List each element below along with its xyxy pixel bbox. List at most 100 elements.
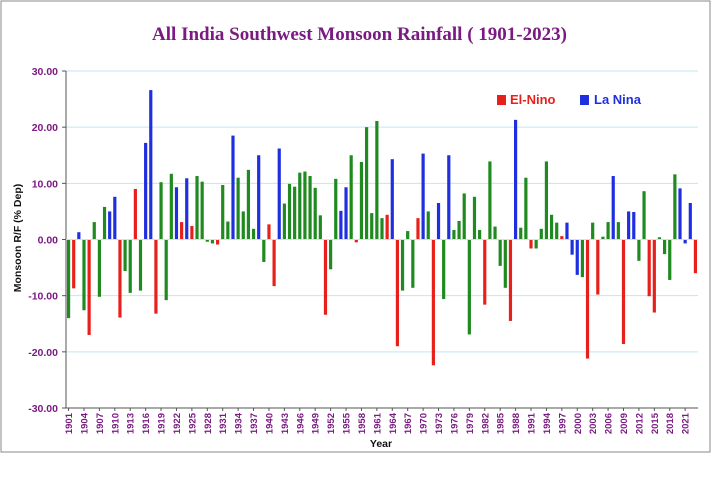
bar-2010-la-nina xyxy=(627,211,631,240)
legend-swatch-la-nina xyxy=(580,95,589,105)
bar-1942-la-nina xyxy=(277,148,281,240)
bar-1995-neutral xyxy=(549,214,554,240)
bar-1916-la-nina xyxy=(144,142,148,240)
bar-1915-neutral xyxy=(138,239,143,291)
x-tick-label: 1976 xyxy=(449,413,460,434)
y-tick-label: -20.00 xyxy=(28,347,58,359)
bar-1920-neutral xyxy=(164,239,168,301)
bar-2006-neutral xyxy=(606,222,610,240)
x-tick-label: 1958 xyxy=(357,413,368,434)
x-tick-label: 1922 xyxy=(172,413,183,434)
bar-1902-el-nino xyxy=(72,239,76,289)
bar-2018-neutral xyxy=(668,239,672,280)
bar-1907-neutral xyxy=(97,239,101,297)
x-tick-label: 1925 xyxy=(187,412,198,434)
bar-2002-el-nino xyxy=(585,239,590,359)
bar-2016-neutral xyxy=(657,237,662,240)
bar-1937-neutral xyxy=(251,228,256,240)
bar-2000-la-nina xyxy=(575,239,579,275)
x-tick-label: 1943 xyxy=(280,413,291,434)
bar-1989-neutral xyxy=(519,227,523,240)
y-tick-labels: 30.00 20.00 10.00 0.00 -10.00 -20.00 -30.00 xyxy=(28,66,66,415)
x-tick-label: 2021 xyxy=(681,412,692,434)
bar-2012-neutral xyxy=(637,239,641,261)
y-tick-label: 30.00 xyxy=(32,66,58,78)
bar-1954-la-nina xyxy=(339,210,343,240)
x-tick-label: 1913 xyxy=(126,413,137,434)
bar-1970-la-nina xyxy=(421,153,425,240)
bar-1977-neutral xyxy=(457,220,461,240)
legend-label-la-nina: La Nina xyxy=(594,92,642,107)
bar-1967-neutral xyxy=(406,231,410,240)
bar-1903-la-nina xyxy=(77,232,81,240)
bar-2001-neutral xyxy=(580,239,584,278)
y-tick-label: 0.00 xyxy=(38,235,59,247)
bar-2014-el-nino xyxy=(647,239,651,297)
bar-1917-la-nina xyxy=(149,90,153,240)
chart-title: All India Southwest Monsoon Rainfall ( 1… xyxy=(152,24,567,45)
bar-layer xyxy=(66,90,698,366)
bar-1979-neutral xyxy=(467,239,471,335)
bar-1925-el-nino xyxy=(190,226,194,240)
bar-1971-neutral xyxy=(426,211,430,240)
bar-2021-la-nina xyxy=(683,239,687,244)
bar-2004-el-nino xyxy=(596,239,600,295)
bar-1927-neutral xyxy=(200,181,204,240)
bar-2023-el-nino xyxy=(693,239,698,274)
bar-1928-neutral xyxy=(205,239,209,242)
bar-2005-neutral xyxy=(601,236,605,240)
bar-1969-el-nino xyxy=(416,218,420,240)
bar-1934-neutral xyxy=(236,177,240,240)
bar-1938-la-nina xyxy=(257,155,261,240)
bar-1932-neutral xyxy=(226,221,230,240)
x-tick-label: 2003 xyxy=(588,413,599,434)
bar-1975-la-nina xyxy=(447,155,451,240)
x-tick-label: 2000 xyxy=(573,413,584,434)
x-tick-label: 2018 xyxy=(665,413,676,434)
x-tick-label: 1997 xyxy=(557,413,568,434)
bar-1961-neutral xyxy=(375,120,379,240)
bar-1992-neutral xyxy=(534,239,538,249)
bar-2022-la-nina xyxy=(688,202,692,240)
bar-1980-neutral xyxy=(472,196,477,240)
bar-1946-neutral xyxy=(298,172,302,240)
bar-1963-el-nino xyxy=(385,214,389,240)
x-tick-label: 1940 xyxy=(264,413,275,434)
bar-1914-el-nino xyxy=(133,188,137,240)
x-tick-label: 1949 xyxy=(311,413,322,434)
bar-2013-neutral xyxy=(642,191,646,240)
bar-1968-neutral xyxy=(411,239,415,288)
x-tick-label: 1973 xyxy=(434,413,445,434)
bar-1924-la-nina xyxy=(185,178,189,240)
bar-1936-neutral xyxy=(246,169,250,240)
bar-2017-neutral xyxy=(663,239,667,255)
bar-1978-neutral xyxy=(462,193,466,240)
bar-2011-la-nina xyxy=(632,211,636,240)
bar-1935-neutral xyxy=(241,211,245,240)
bar-1941-el-nino xyxy=(272,239,276,287)
x-tick-label: 1979 xyxy=(465,413,476,434)
bar-1994-neutral xyxy=(544,161,549,240)
bar-1919-neutral xyxy=(159,182,163,240)
bar-2009-el-nino xyxy=(621,239,626,344)
bar-1913-neutral xyxy=(128,239,132,293)
y-tick-label: -30.00 xyxy=(28,403,58,415)
x-tick-label: 1982 xyxy=(480,413,491,434)
bar-1952-neutral xyxy=(329,239,333,270)
bar-1981-neutral xyxy=(478,229,482,240)
bar-1999-la-nina xyxy=(570,239,574,255)
bar-1958-neutral xyxy=(359,161,364,240)
bar-1911-el-nino xyxy=(118,239,122,318)
y-tick-label: 20.00 xyxy=(32,122,58,134)
bar-1931-neutral xyxy=(221,185,225,240)
x-tick-label: 1955 xyxy=(342,412,353,434)
bar-1988-la-nina xyxy=(514,119,518,240)
x-tick-label: 1904 xyxy=(79,412,90,434)
bar-1905-el-nino xyxy=(87,239,91,335)
x-tick-label: 1946 xyxy=(295,413,306,434)
bar-1973-la-nina xyxy=(436,202,441,240)
bar-1993-neutral xyxy=(539,228,543,240)
bar-1959-neutral xyxy=(364,127,369,240)
